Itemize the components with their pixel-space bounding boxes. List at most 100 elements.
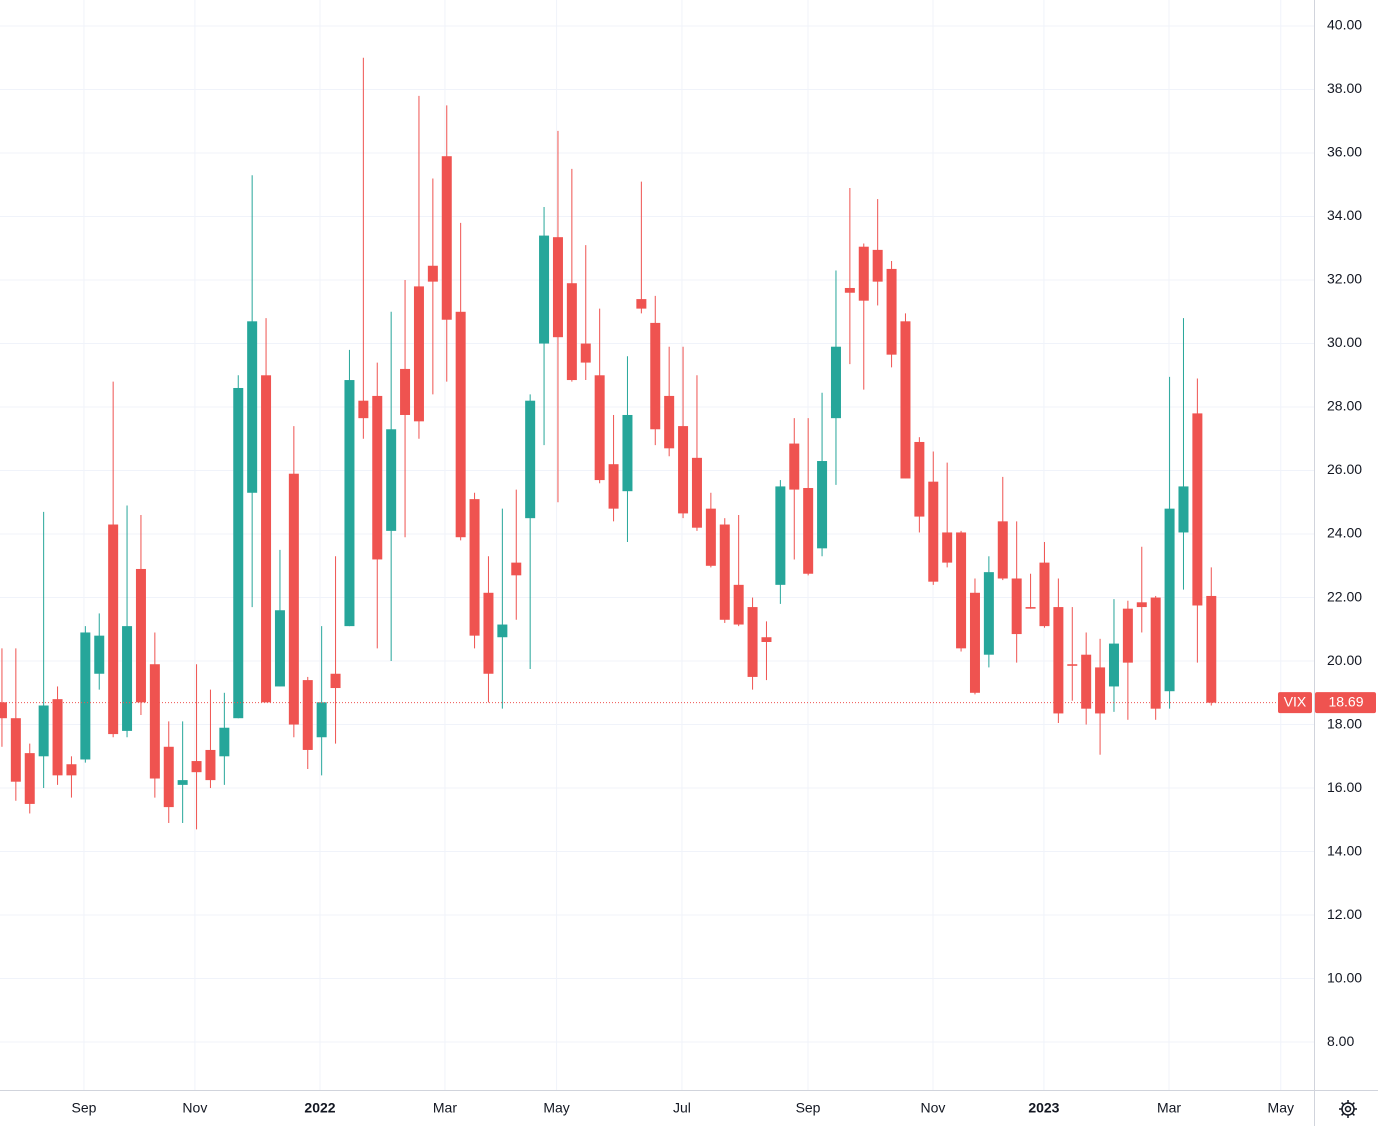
symbol-label-box <box>1278 692 1312 714</box>
candle-body <box>733 584 744 625</box>
y-tick-label: 22.00 <box>1327 588 1362 604</box>
candle-body <box>594 375 605 481</box>
candle-body <box>455 311 466 538</box>
candle-body <box>1164 508 1175 692</box>
candle-body <box>983 572 994 655</box>
candle-body <box>344 380 355 627</box>
y-tick-label: 16.00 <box>1327 779 1362 795</box>
candle-body <box>38 705 49 757</box>
candle-body <box>386 429 397 531</box>
candle-body <box>483 592 494 674</box>
candle-body <box>288 473 299 725</box>
y-tick-label: 14.00 <box>1327 842 1362 858</box>
candle-body <box>94 635 105 674</box>
candle-body <box>302 680 313 750</box>
candle-body <box>177 780 188 785</box>
x-tick-label: Nov <box>921 1100 946 1116</box>
candle-body <box>1067 664 1078 666</box>
x-tick-label: Sep <box>796 1100 821 1116</box>
candle-body <box>789 443 800 490</box>
candle-body <box>886 268 897 355</box>
candle-body <box>358 400 369 419</box>
candle-body <box>1178 486 1189 533</box>
candles <box>0 57 1314 830</box>
candle-body <box>330 673 341 689</box>
candle-body <box>956 532 967 649</box>
candle-body <box>1136 602 1147 608</box>
candle-body <box>400 368 411 415</box>
candle-body <box>942 532 953 563</box>
candle-body <box>678 426 689 514</box>
x-tick-label: Mar <box>1157 1100 1181 1116</box>
y-tick-label: 36.00 <box>1327 144 1362 160</box>
y-tick-label: 8.00 <box>1327 1033 1354 1049</box>
candle-body <box>636 299 647 309</box>
candle-body <box>0 702 7 719</box>
y-tick-label: 38.00 <box>1327 80 1362 96</box>
candle-body <box>552 237 563 338</box>
candle-body <box>1150 597 1161 709</box>
candle-body <box>233 387 244 719</box>
candle-body <box>1081 654 1092 709</box>
candle-body <box>761 637 772 642</box>
candle-body <box>775 486 786 585</box>
candle-body <box>622 414 633 492</box>
symbol-label: VIX <box>1284 693 1307 709</box>
candle-body <box>427 265 438 282</box>
y-tick-label: 34.00 <box>1327 207 1362 223</box>
candle-body <box>1192 413 1203 606</box>
candle-body <box>1095 667 1106 714</box>
candle-body <box>511 562 522 576</box>
x-tick-label: May <box>1268 1100 1294 1116</box>
settings-icon[interactable] <box>1339 1100 1357 1118</box>
x-tick-label: Sep <box>71 1100 96 1116</box>
candle-body <box>108 524 119 735</box>
candle-body <box>900 321 911 479</box>
candle-body <box>664 395 675 449</box>
candle-body <box>135 568 146 703</box>
candle-body <box>969 592 980 693</box>
candle-body <box>191 761 202 773</box>
y-tick-label: 40.00 <box>1327 17 1362 33</box>
candle-body <box>525 400 536 519</box>
candle-body <box>497 624 508 638</box>
gear-center <box>1344 1105 1352 1113</box>
candle-body <box>1039 562 1050 627</box>
candle-body <box>997 521 1008 579</box>
last-price-label: 18.69 <box>1328 693 1363 709</box>
candle-body <box>691 457 702 528</box>
candle-body <box>261 375 272 703</box>
candle-body <box>705 508 716 566</box>
x-tick-label: Mar <box>433 1100 457 1116</box>
axes: 8.00 10.00 12.00 14.00 16.00 18.00 20.00 22.00 2… <box>71 17 1376 1116</box>
candle-body <box>372 395 383 560</box>
candle-body <box>872 249 883 282</box>
y-tick-label: 32.00 <box>1327 271 1362 287</box>
candle-body <box>149 664 160 779</box>
candle-body <box>608 464 619 509</box>
candle-body <box>858 246 869 301</box>
candle-body <box>1011 578 1022 635</box>
candle-body <box>163 746 174 808</box>
last-price-box <box>1315 692 1376 714</box>
candle-body <box>441 156 452 320</box>
candle-body <box>1206 595 1217 703</box>
candle-body <box>566 283 577 381</box>
candle-body <box>914 441 925 517</box>
x-tick-label: 2023 <box>1028 1100 1059 1116</box>
y-tick-label: 12.00 <box>1327 906 1362 922</box>
candle-body <box>24 753 35 804</box>
candle-body <box>1122 608 1133 663</box>
candle-body <box>80 632 91 760</box>
candle-body <box>650 322 661 430</box>
candle-body <box>747 607 758 677</box>
y-tick-label: 26.00 <box>1327 461 1362 477</box>
candle-body <box>219 727 230 757</box>
x-tick-label: May <box>543 1100 569 1116</box>
gear-teeth <box>1339 1100 1357 1118</box>
candle-body <box>928 481 939 582</box>
y-tick-label: 24.00 <box>1327 525 1362 541</box>
y-tick-label: 18.00 <box>1327 715 1362 731</box>
